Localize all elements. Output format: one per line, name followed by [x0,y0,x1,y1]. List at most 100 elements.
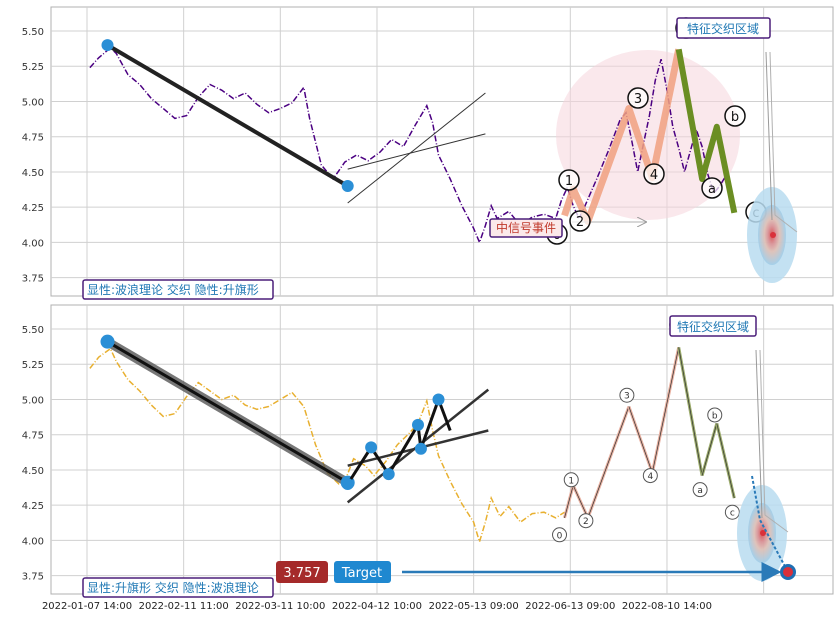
y-tick-label: 4.50 [22,168,44,179]
flag-point [341,478,354,491]
wave-label-circle [692,482,708,498]
bottom-zone-title: 特征交织区域 [677,319,749,334]
top-chart-panel: 5.505.255.004.754.504.254.003.75 012345a… [22,6,834,300]
projection-segment-edge [587,406,630,519]
bottom-target-center [760,530,766,536]
x-tick-label: 2022-02-11 11:00 [139,601,229,612]
y-tick-label: 3.75 [22,274,44,285]
wave-label-circle [642,468,658,484]
projection-segment-edge [701,423,718,476]
wave-label-circle [627,87,649,109]
bottom-wave-projection [563,346,736,519]
top-price-series [89,46,730,245]
y-tick-label: 5.00 [22,395,44,406]
wave-label: 2 [583,517,589,527]
top-wave-lines [561,48,738,225]
projection-segment-edge [678,347,703,476]
channel-line [347,92,486,204]
y-tick-label: 5.50 [22,27,44,38]
y-tick-label: 4.50 [22,466,44,477]
wave-label-w4: 4 [650,168,658,183]
wave-label-circle [707,407,723,423]
wave-label-circle [569,210,591,232]
x-tick-label: 2022-04-12 10:00 [332,601,422,612]
top-projection-line [765,51,773,221]
bottom-zone-title-box [669,315,757,337]
bottom-projection-line [755,349,763,519]
target-value: 3.757 [283,566,320,581]
top-zone-title: 特征交织区域 [687,21,759,36]
flag-point [411,418,424,431]
channel-line [347,133,486,170]
projection-segment-edge [628,406,653,473]
target-value-badge [276,561,328,583]
bottom-trend-line [100,334,355,490]
trend-segment [106,340,349,484]
bottom-plot-frame [50,304,834,595]
trend-segment [106,43,349,188]
projection-segment-edge [651,347,680,473]
wave-label-circle [563,472,579,488]
y-tick-label: 4.75 [22,431,44,442]
bottom-legend-text: 显性:升旗形 交织 隐性:波浪理论 [87,580,259,595]
bottom-y-axis: 5.50 5.25 5.00 4.75 4.50 4.25 4.00 3.75 [22,325,44,583]
flag-point [365,441,378,454]
y-tick-label: 3.75 [22,572,44,583]
x-tick-label: 2022-05-13 09:00 [429,601,519,612]
wave-label-w3: 3 [634,92,642,107]
top-flag-channel [347,92,486,204]
y-tick-label: 4.25 [22,501,44,512]
projection-segment-edge [564,485,574,518]
y-tick-label: 5.50 [22,325,44,336]
wave-label-wb: b [731,110,739,125]
event-label-box [489,218,563,238]
wave-label: a [697,486,703,496]
trend-point [100,334,115,349]
wave-label-w2: 2 [576,215,584,230]
x-tick-label: 2022-08-10 14:00 [622,601,712,612]
top-zone-title-box [676,17,771,39]
wave-label-wa: a [708,182,716,197]
top-y-axis: 5.50 5.25 5.00 4.75 4.50 4.25 4.00 3.75 [22,27,44,285]
bottom-chart-panel: 5.505.255.004.754.504.254.003.75 012345a… [22,304,834,598]
top-legend-text: 显性:波浪理论 交织 隐性:升旗形 [87,282,259,297]
bottom-wave-labels: 012345abc [552,317,740,543]
projection-segment-edge [716,423,735,499]
target-button[interactable] [334,561,391,583]
wave-label-circle [619,387,635,403]
impulse-wave [561,48,683,225]
y-tick-label: 4.00 [22,536,44,547]
event-label: 中信号事件 [496,220,556,235]
wave-label: 0 [557,531,563,541]
wave-label-circle [578,513,594,529]
trend-point [341,180,354,193]
x-tick-label: 2022-06-13 09:00 [525,601,615,612]
wave-label: c [730,509,735,519]
wave-label-circle [552,527,568,543]
bottom-flag-zigzag [341,393,452,491]
bottom-legend-box [82,577,274,598]
wave-label-circle [643,163,665,185]
x-tick-label: 2022-01-07 14:00 [42,601,132,612]
top-trend-line [101,39,354,193]
top-target-center [770,232,776,238]
wave-label-circle [701,177,723,199]
x-axis: 2022-01-07 14:00 2022-02-11 11:00 2022-03-… [42,601,712,612]
wave-label-circle [724,504,740,520]
wave-label-w1: 1 [565,174,573,189]
wave-label: 4 [647,472,653,482]
y-tick-label: 5.25 [22,360,44,371]
price-line [89,46,730,245]
flag-point [432,393,445,406]
top-legend-box [82,279,274,300]
bottom-projection-line-2 [759,349,789,533]
target-button-label: Target [341,566,382,581]
top-projection-line-2 [769,51,798,233]
corrective-wave [675,48,738,214]
y-tick-label: 4.25 [22,203,44,214]
wave-label-circle [558,169,580,191]
wave-label: 3 [624,392,630,402]
y-tick-label: 5.25 [22,62,44,73]
y-tick-label: 4.00 [22,238,44,249]
